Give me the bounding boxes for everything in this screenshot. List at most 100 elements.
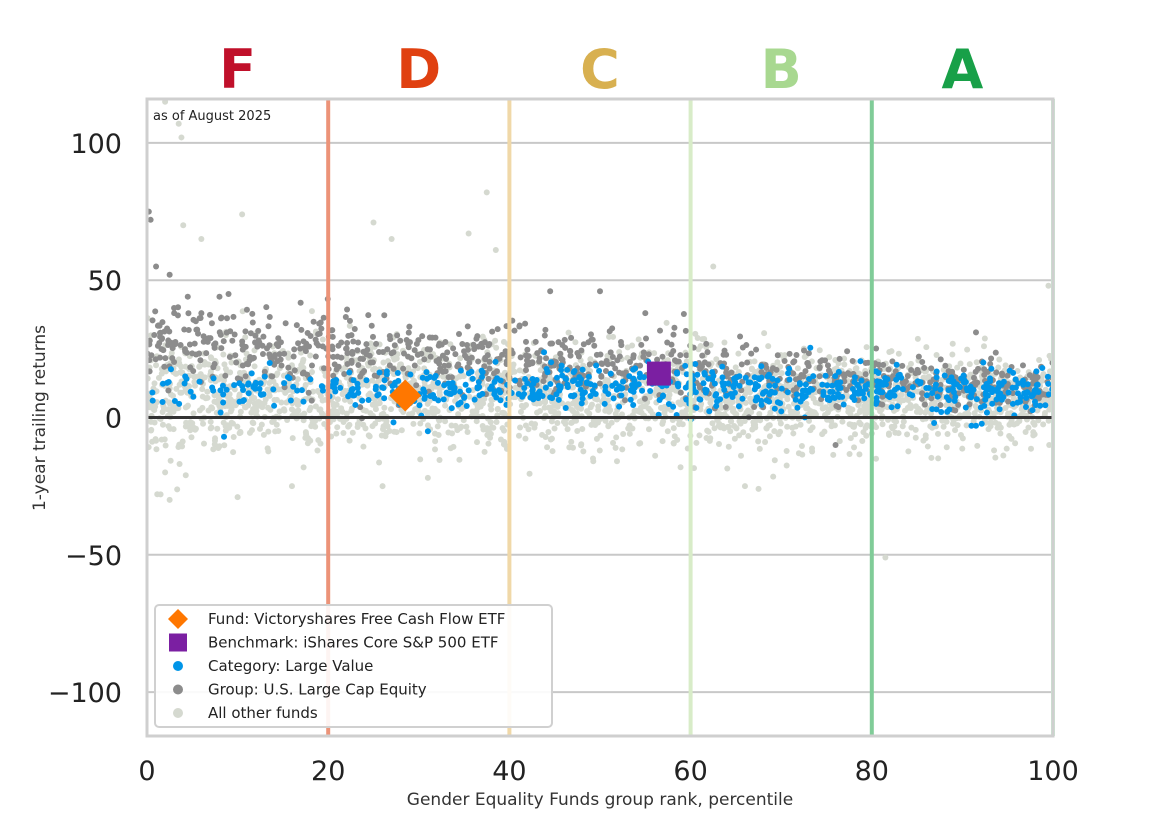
grade-label-b: B [761,38,802,101]
point-large-cap-equity [268,373,275,380]
point-large-cap-equity [574,349,581,356]
point-large-cap-equity [200,333,207,340]
point-large-value [631,382,638,389]
point-large-value [647,388,654,395]
point-all-other-funds [483,189,490,196]
point-large-value [683,371,690,378]
point-large-cap-equity [641,395,648,402]
point-large-value [736,382,743,389]
point-all-other-funds [749,366,756,373]
point-large-cap-equity [185,327,192,334]
point-large-value [809,386,816,393]
point-large-value [287,397,294,404]
point-all-other-funds [1028,445,1035,452]
point-large-cap-equity [151,332,158,339]
point-all-other-funds [492,247,499,254]
point-all-other-funds [755,438,762,445]
point-all-other-funds [731,435,738,442]
point-large-cap-equity [308,397,315,404]
point-all-other-funds [933,351,940,358]
point-all-other-funds [308,423,315,430]
point-all-other-funds [306,407,313,414]
point-all-other-funds [493,344,500,351]
point-large-cap-equity [218,345,225,352]
point-all-other-funds [435,432,442,439]
point-large-value [252,381,259,388]
point-large-cap-equity [479,344,486,351]
point-large-cap-equity [185,310,192,317]
point-large-value [564,381,571,388]
point-large-cap-equity [297,345,304,352]
point-large-cap-equity [239,338,246,345]
point-large-cap-equity [532,338,539,345]
point-large-value [345,393,352,400]
point-all-other-funds [380,359,387,366]
point-all-other-funds [637,440,644,447]
point-large-value [497,397,504,404]
point-all-other-funds [501,427,508,434]
point-large-value [1037,402,1044,409]
point-large-cap-equity [196,315,203,322]
point-large-value [923,384,930,391]
point-all-other-funds [828,418,835,425]
point-large-cap-equity [486,341,493,348]
point-large-cap-equity [464,341,471,348]
point-all-other-funds [523,401,530,408]
point-all-other-funds [348,407,355,414]
point-all-other-funds [285,354,292,361]
point-large-cap-equity [988,355,995,362]
point-large-cap-equity [329,333,336,340]
point-large-cap-equity [432,334,439,341]
point-large-cap-equity [993,369,1000,376]
point-large-cap-equity [627,359,634,366]
point-large-cap-equity [363,341,370,348]
point-large-value [931,420,938,427]
point-large-value [933,368,940,375]
point-all-other-funds [304,440,311,447]
point-large-cap-equity [441,362,448,369]
point-large-value [982,389,989,396]
point-large-value [989,389,996,396]
point-large-value [995,383,1002,390]
point-large-cap-equity [175,304,182,311]
point-all-other-funds [289,435,296,442]
point-all-other-funds [904,431,911,438]
point-large-value [627,387,634,394]
point-large-cap-equity [384,346,391,353]
point-large-cap-equity [899,379,906,386]
point-large-cap-equity [790,359,797,366]
point-large-value [894,384,901,391]
point-large-cap-equity [485,375,492,382]
point-all-other-funds [369,377,376,384]
point-all-other-funds [590,458,597,465]
point-large-value [794,404,801,411]
point-large-value [733,374,740,381]
point-large-value [210,387,217,394]
point-all-other-funds [176,381,183,388]
point-large-value [839,393,846,400]
point-large-cap-equity [162,355,169,362]
point-all-other-funds [981,335,988,342]
point-large-cap-equity [198,310,205,317]
point-all-other-funds [294,397,301,404]
point-large-cap-equity [774,352,781,359]
point-large-cap-equity [805,363,812,370]
point-all-other-funds [663,319,670,326]
point-all-other-funds [564,426,571,433]
point-large-value [181,380,188,387]
point-large-cap-equity [259,351,266,358]
point-all-other-funds [398,427,405,434]
point-all-other-funds [1022,428,1029,435]
point-large-cap-equity [368,322,375,329]
point-large-value [941,372,948,379]
point-all-other-funds [354,423,361,430]
point-all-other-funds [554,403,561,410]
point-all-other-funds [651,350,658,357]
point-large-cap-equity [300,338,307,345]
point-large-value [766,398,773,405]
point-large-cap-equity [835,404,842,411]
point-all-other-funds [379,483,386,490]
point-large-cap-equity [723,369,730,376]
point-large-cap-equity [919,358,926,365]
point-large-cap-equity [312,353,319,360]
